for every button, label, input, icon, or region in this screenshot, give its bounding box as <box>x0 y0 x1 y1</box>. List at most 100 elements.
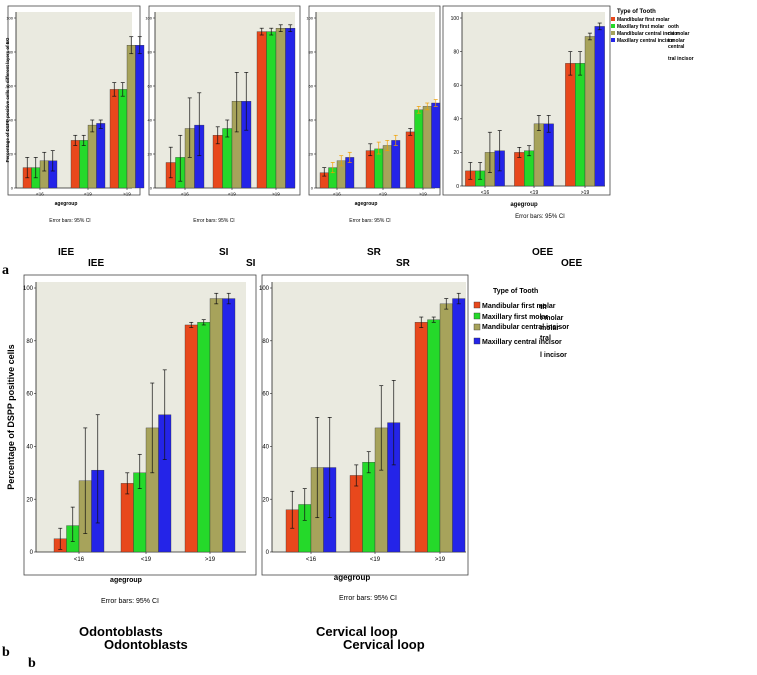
bar <box>126 45 136 189</box>
bar <box>439 303 453 553</box>
chart-panel-odontoblasts: 0 20 40 60 80 100 <16 <19 >19 agegroup Error bars:… <box>6 274 257 605</box>
panel-title-sr: SR <box>367 247 382 258</box>
legend-label: Mandibular first molar <box>482 303 556 310</box>
bar <box>118 89 128 189</box>
bar <box>209 298 223 553</box>
ghost-legend-text: tral incisor <box>668 56 694 62</box>
legend-label: Maxillary central incisor <box>617 38 674 44</box>
y-tick-label: 0 <box>30 550 34 556</box>
bar <box>594 26 605 187</box>
bar <box>96 123 106 189</box>
x-axis-label: agegroup <box>110 577 142 584</box>
x-axis-label: agegroup <box>55 201 78 207</box>
bar <box>427 319 441 553</box>
ghost-legend-text: molar <box>540 325 559 332</box>
x-tick-label: <16 <box>481 190 490 196</box>
y-tick-label: 60 <box>453 83 459 89</box>
panel-title-oee-ghost: OEE <box>561 258 582 269</box>
x-tick-label: <16 <box>306 557 317 563</box>
ghost-legend-text: tral <box>540 335 551 342</box>
chart-panels: 0 20 40 60 80 100 <16 <19 >19 agegroup Error bars:… <box>5 5 611 605</box>
legend-title: Type of Tooth <box>617 9 656 15</box>
y-tick-label: 0 <box>150 185 153 190</box>
y-tick-label: 80 <box>262 339 269 345</box>
legend-label: Mandibular central incisor <box>617 31 679 37</box>
bar <box>365 150 375 189</box>
panel-letter-b-ghost: b <box>28 656 36 671</box>
legend-swatch <box>611 31 615 35</box>
bar <box>222 128 233 189</box>
bar <box>197 322 211 553</box>
panel-letter-a: a <box>2 263 9 278</box>
panel-title-iee-ghost: IEE <box>88 258 104 269</box>
chart-panel-cervical-loop: 0 20 40 60 80 100 <16 <19 >19 agegroup Error bars:… <box>259 274 469 602</box>
y-tick-label: 100 <box>145 15 152 20</box>
bar <box>109 89 119 189</box>
y-tick-label: 80 <box>148 49 153 54</box>
y-tick-label: 0 <box>456 184 459 190</box>
bar <box>374 148 384 189</box>
x-tick-label: <19 <box>530 190 539 196</box>
ghost-legend-text: t molar <box>540 315 564 322</box>
x-tick-label: <16 <box>36 192 44 197</box>
legend-top: Type of Tooth Mandibular first molar Max… <box>611 9 679 44</box>
chart-panel-si: 0 20 40 60 80 100 <16 <19 >19 Error bars: 95% CI <box>145 5 301 224</box>
y-tick-label: 80 <box>453 49 459 55</box>
x-tick-label: >19 <box>435 557 446 563</box>
bar <box>266 31 277 189</box>
y-tick-label: 60 <box>262 392 269 398</box>
x-tick-label: <19 <box>84 192 92 197</box>
y-tick-label: 100 <box>451 16 460 22</box>
x-tick-label: <19 <box>370 557 381 563</box>
bar <box>275 28 286 189</box>
bar <box>70 140 80 189</box>
bar <box>222 298 236 553</box>
x-tick-label: >19 <box>419 192 427 197</box>
legend-swatch <box>473 337 481 345</box>
bar <box>543 123 554 187</box>
bar <box>405 131 415 189</box>
y-tick-label: 20 <box>148 151 153 156</box>
x-tick-label: <19 <box>379 192 387 197</box>
y-tick-label: 40 <box>26 445 33 451</box>
legend-label: Maxillary central incisor <box>482 339 562 346</box>
y-tick-label: 100 <box>23 286 34 292</box>
y-tick-label: 0 <box>11 185 14 190</box>
x-tick-label: >19 <box>581 190 590 196</box>
panel-title-odontoblasts-ghost: Odontoblasts <box>104 637 188 652</box>
bar <box>87 124 97 189</box>
legend-swatch <box>611 17 615 21</box>
y-tick-label: 40 <box>453 117 459 123</box>
bar <box>422 106 432 189</box>
bar <box>349 475 363 553</box>
bar <box>382 145 392 189</box>
y-tick-label: 80 <box>26 339 33 345</box>
x-axis-label: agegroup <box>334 573 371 582</box>
bar <box>256 31 267 189</box>
chart-panel-oee: 0 20 40 60 80 100 <16 <19 >19 agegroup Error bars:… <box>442 5 611 220</box>
y-tick-label: 60 <box>26 392 33 398</box>
panel-letter-b: b <box>2 645 10 660</box>
error-bar-caption: Error bars: 95% CI <box>101 598 159 605</box>
panel-title-si: SI <box>219 247 229 258</box>
x-tick-label: <19 <box>141 557 152 563</box>
panel-title-iee: IEE <box>58 247 74 258</box>
y-tick-label: 0 <box>266 550 270 556</box>
y-tick-label: 0 <box>311 185 314 190</box>
bar <box>362 462 376 553</box>
legend-swatch <box>611 24 615 28</box>
y-tick-label: 100 <box>306 15 313 20</box>
bar <box>533 123 544 187</box>
bar <box>135 45 145 189</box>
x-axis-label: agegroup <box>355 201 378 207</box>
error-bar-caption: Error bars: 95% CI <box>49 218 90 224</box>
ghost-legend-text: central <box>668 44 685 50</box>
bar <box>414 109 424 189</box>
bar <box>575 63 586 187</box>
y-tick-label: 20 <box>9 151 14 156</box>
panel-title-odontoblasts: Odontoblasts <box>79 624 163 639</box>
chart-panel-iee: 0 20 40 60 80 100 <16 <19 >19 agegroup Error bars:… <box>5 5 145 224</box>
y-tick-label: 100 <box>6 15 13 20</box>
legend-label: Maxillary first molar <box>482 314 548 321</box>
bar <box>584 36 595 187</box>
